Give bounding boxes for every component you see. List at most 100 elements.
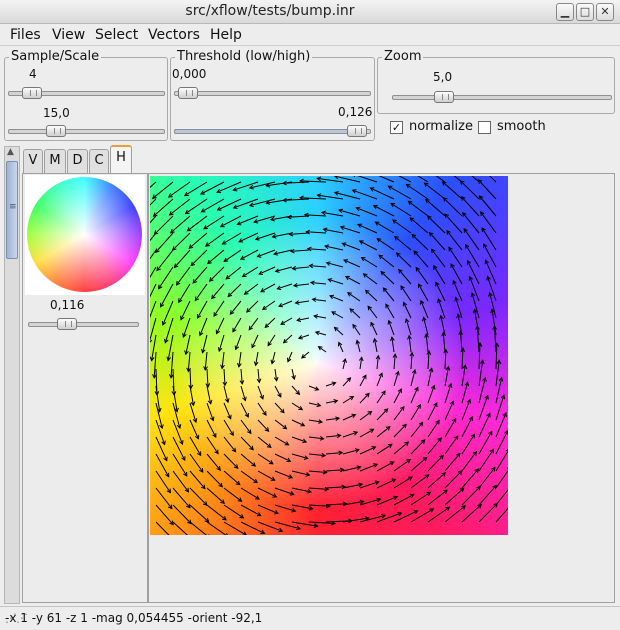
tab-m[interactable]: M: [44, 149, 66, 173]
threshold-low-slider[interactable]: [174, 87, 371, 99]
vector-arrow: [427, 472, 446, 489]
vector-arrow-head: [461, 505, 467, 510]
vector-arrow: [427, 437, 442, 455]
tab-v[interactable]: V: [23, 149, 43, 173]
vector-arrow-head: [353, 176, 356, 178]
vector-arrow: [495, 395, 505, 421]
vector-arrow: [207, 249, 225, 264]
vector-arrow: [168, 181, 191, 198]
menu-select[interactable]: Select: [95, 27, 139, 43]
window-title: src/xflow/tests/bump.inr: [185, 3, 355, 19]
vector-arrow: [156, 249, 174, 271]
vector-arrow: [334, 176, 361, 183]
smooth-checkbox[interactable]: [478, 121, 491, 134]
vector-arrow: [257, 368, 260, 383]
scale-slider[interactable]: [8, 125, 165, 137]
hue-slider[interactable]: [28, 318, 139, 330]
zoom-slider-thumb[interactable]: [434, 91, 454, 103]
vector-arrow: [274, 436, 289, 446]
vector-arrow: [408, 200, 429, 217]
tab-c[interactable]: C: [89, 149, 109, 173]
tab-h[interactable]: H: [110, 145, 132, 174]
menu-view[interactable]: View: [52, 27, 86, 43]
vector-arrow: [325, 486, 346, 489]
vector-arrow-head: [274, 268, 280, 273]
title-bar[interactable]: src/xflow/tests/bump.inr ▁ □ ✕: [0, 0, 620, 24]
sample-slider-thumb[interactable]: [22, 87, 42, 99]
vector-arrow-head: [507, 467, 508, 469]
vector-arrow-head: [180, 315, 185, 321]
vector-arrow-head: [198, 468, 204, 473]
vector-arrow-head: [194, 296, 200, 302]
vector-arrow-head: [424, 198, 430, 204]
vector-arrow: [450, 263, 463, 285]
vector-arrow-head: [288, 474, 294, 479]
vector-arrow-head: [260, 529, 266, 534]
vector-arrow: [452, 280, 463, 302]
hue-value: 0,116: [50, 298, 85, 312]
vector-arrow: [413, 250, 429, 268]
vector-arrow: [357, 223, 378, 234]
resize-grip-icon[interactable]: ⋰⋰: [5, 611, 28, 625]
vector-arrow-head: [294, 300, 300, 305]
vector-arrow: [483, 243, 497, 268]
vector-arrow: [187, 351, 191, 372]
vector-arrow-head: [470, 433, 476, 439]
menu-files[interactable]: Files: [10, 27, 41, 43]
vector-arrow-head: [486, 275, 491, 281]
zoom-slider[interactable]: [392, 91, 612, 103]
vector-arrow: [182, 317, 191, 338]
vector-arrow: [461, 434, 475, 455]
vector-arrow: [308, 521, 336, 524]
close-button[interactable]: ✕: [596, 3, 614, 21]
vector-arrow-head: [298, 405, 304, 411]
vector-arrow-head: [239, 514, 245, 519]
vector-arrow: [478, 449, 494, 472]
threshold-low-thumb[interactable]: [178, 87, 198, 99]
vector-arrow-head: [402, 301, 407, 307]
vector-arrow: [264, 317, 276, 328]
minimize-button[interactable]: ▁: [556, 3, 574, 21]
vector-arrow-head: [264, 427, 270, 432]
vector-arrow: [423, 317, 429, 336]
vector-arrow-head: [325, 261, 331, 266]
vector-arrow: [469, 276, 480, 302]
vector-arrow: [495, 412, 507, 438]
scroll-up-icon[interactable]: ▲: [7, 147, 14, 157]
vector-arrow: [206, 385, 212, 404]
menu-help[interactable]: Help: [210, 27, 242, 43]
vector-arrow-head: [428, 231, 434, 237]
scrollbar-thumb[interactable]: [6, 161, 18, 259]
vector-arrow: [155, 453, 170, 477]
vector-arrow: [495, 342, 498, 370]
vector-arrow: [203, 215, 225, 230]
sample-slider[interactable]: [8, 87, 165, 99]
vector-arrow: [273, 249, 293, 255]
vector-arrow-head: [406, 459, 412, 464]
vector-arrow: [359, 446, 376, 455]
vector-arrow-head: [248, 184, 254, 190]
vector-arrow-head: [488, 430, 493, 436]
vector-arrow: [298, 334, 310, 339]
scale-slider-thumb[interactable]: [46, 125, 66, 137]
tab-d[interactable]: D: [67, 149, 88, 173]
maximize-button[interactable]: □: [576, 3, 594, 21]
vector-arrow: [240, 487, 260, 500]
vector-arrow: [185, 334, 191, 355]
vector-arrow-head: [463, 227, 468, 233]
vector-arrow-head: [333, 191, 339, 196]
vector-field-view[interactable]: [150, 176, 508, 535]
vector-arrow: [153, 351, 157, 378]
vector-arrow: [471, 292, 480, 319]
vector-arrow: [230, 300, 242, 315]
vector-arrow-head: [150, 356, 155, 362]
vector-arrow-head: [375, 354, 381, 360]
threshold-high-slider[interactable]: [174, 125, 371, 137]
left-scrollbar[interactable]: ▲: [4, 146, 20, 604]
threshold-high-thumb[interactable]: [347, 125, 367, 137]
normalize-checkbox[interactable]: ✓: [390, 121, 403, 134]
vector-arrow-head: [390, 336, 395, 342]
vector-arrow: [155, 385, 161, 412]
menu-vectors[interactable]: Vectors: [148, 27, 200, 43]
hue-slider-thumb[interactable]: [57, 318, 77, 330]
